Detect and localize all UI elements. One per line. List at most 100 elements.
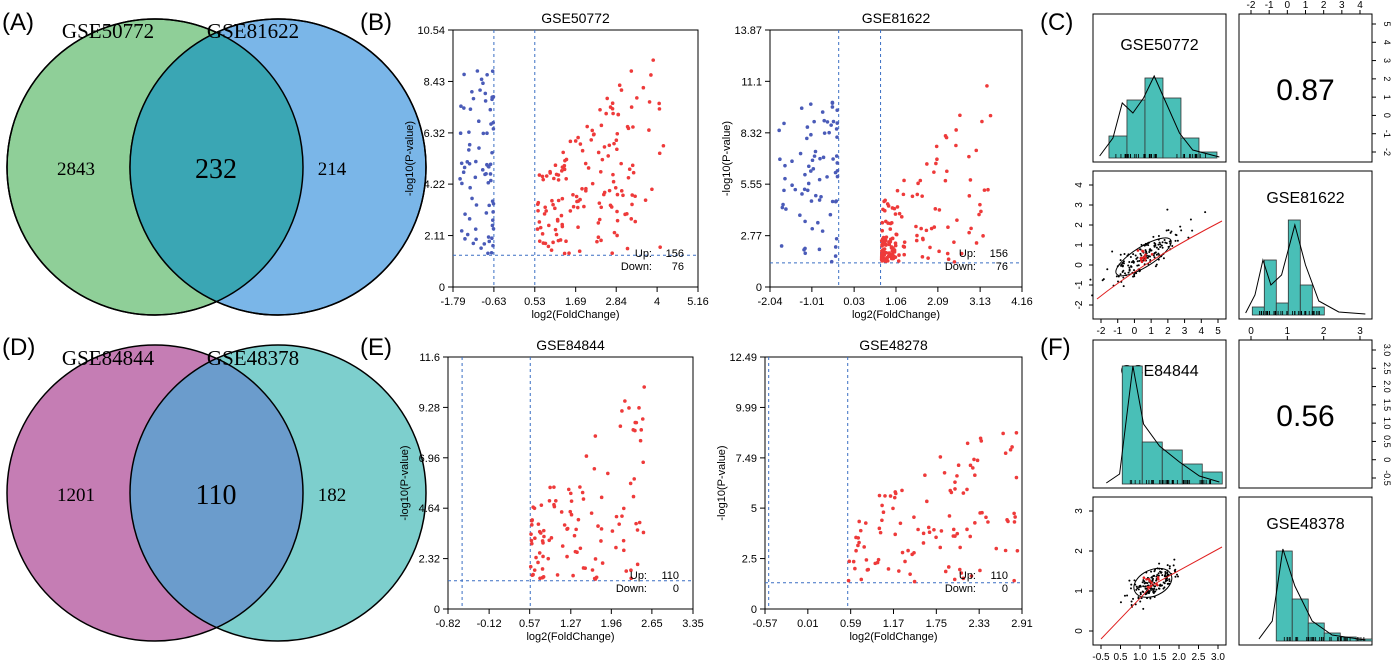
scatter-point (1139, 585, 1142, 588)
down-point (477, 146, 481, 150)
down-point (810, 158, 815, 163)
up-point (568, 509, 573, 514)
up-point (633, 194, 637, 199)
bottom-tick-label: 0.5 (1114, 652, 1128, 660)
up-point (541, 575, 546, 579)
y-axis-label: -log10(P-value) (404, 121, 416, 196)
up-point (617, 522, 621, 526)
scatter-point-red (1141, 249, 1144, 253)
bottom-tick-label: -1 (1113, 326, 1122, 337)
up-point (884, 235, 889, 239)
venn-d-left-count: 1201 (57, 485, 95, 506)
down-point (476, 119, 481, 123)
up-point (985, 84, 989, 88)
down-point (806, 181, 811, 186)
pairs-plot-f: 0 1 2 3-0.500.51.01.52.02.53.0-0.5 0.5 1.0 1.5… (1074, 326, 1392, 660)
down-point (800, 192, 804, 196)
up-point (538, 576, 542, 581)
up-point (935, 157, 939, 162)
scatter-point (1168, 578, 1171, 581)
scatter-point (1135, 585, 1138, 588)
up-point (865, 568, 870, 572)
up-point (919, 226, 923, 231)
up-point (1012, 578, 1016, 583)
up-point (553, 163, 558, 168)
pairs-label-2: GSE81622 (1266, 190, 1344, 207)
scatter-point (1135, 588, 1138, 591)
up-point (629, 568, 633, 573)
scatter-point (1151, 579, 1154, 582)
histogram-bar (1299, 284, 1313, 316)
bottom-tick-label: 4 (1199, 326, 1205, 337)
up-point (1008, 447, 1013, 452)
x-tick-label: 1.96 (601, 618, 622, 630)
down-point (490, 218, 495, 223)
up-point (847, 559, 852, 564)
scatter-point (1165, 229, 1168, 232)
down-point (491, 201, 496, 206)
up-point (541, 528, 546, 533)
up-point (638, 438, 643, 443)
up-point (972, 457, 976, 462)
up-point (954, 143, 958, 148)
up-point (571, 573, 575, 578)
up-point (1015, 548, 1020, 553)
left-tick-label: 3 (1074, 508, 1085, 514)
up-point (607, 188, 612, 193)
up-point (630, 163, 635, 168)
scatter-point (1120, 264, 1123, 267)
bottom-tick-label: 0 (1132, 326, 1138, 337)
up-point (952, 240, 956, 244)
up-point (954, 128, 958, 132)
scatter-point-red (1143, 258, 1147, 262)
up-point (604, 111, 608, 116)
up-point (581, 566, 586, 570)
confidence-ellipse (1115, 237, 1172, 277)
up-point (846, 578, 851, 583)
up-point (596, 221, 601, 225)
scatter-point (1142, 585, 1145, 588)
up-point (958, 545, 962, 550)
scatter-point (1122, 269, 1125, 272)
up-point (615, 131, 620, 136)
up-point (618, 424, 623, 429)
top-tick-label: 0 (1248, 326, 1254, 337)
up-point (896, 259, 901, 263)
up-point (643, 198, 648, 202)
up-point (902, 245, 907, 249)
up-point (558, 238, 563, 242)
down-point (790, 159, 794, 164)
scatter-point (1146, 582, 1149, 585)
up-point (534, 555, 538, 560)
up-point (916, 181, 920, 186)
up-point (631, 125, 635, 129)
up-point (634, 521, 638, 526)
up-point (612, 141, 616, 146)
up-point (1014, 475, 1019, 480)
up-point (575, 199, 579, 204)
down-point (835, 121, 840, 125)
down-point (830, 199, 835, 204)
up-point (598, 169, 603, 174)
up-point (978, 568, 982, 573)
scatter-point (1152, 235, 1155, 238)
histogram-bar (1287, 219, 1301, 316)
scatter-point (1159, 243, 1162, 246)
down-point (798, 151, 803, 156)
down-point (817, 177, 822, 182)
up-point (602, 190, 607, 195)
up-point (1013, 515, 1017, 519)
up-point (979, 209, 983, 214)
y-tick-label: 9.28 (419, 402, 440, 414)
up-point (614, 545, 618, 550)
down-point (483, 99, 488, 103)
down-count: 0 (673, 583, 679, 595)
y-tick-label: 0 (439, 282, 445, 294)
up-point (615, 218, 620, 223)
x-tick-label: 2.91 (1011, 618, 1032, 630)
scatter-point (1168, 567, 1171, 570)
scatter-point (1139, 600, 1142, 603)
scatter-point (1176, 575, 1179, 578)
up-point (547, 538, 552, 543)
down-point (834, 236, 839, 241)
